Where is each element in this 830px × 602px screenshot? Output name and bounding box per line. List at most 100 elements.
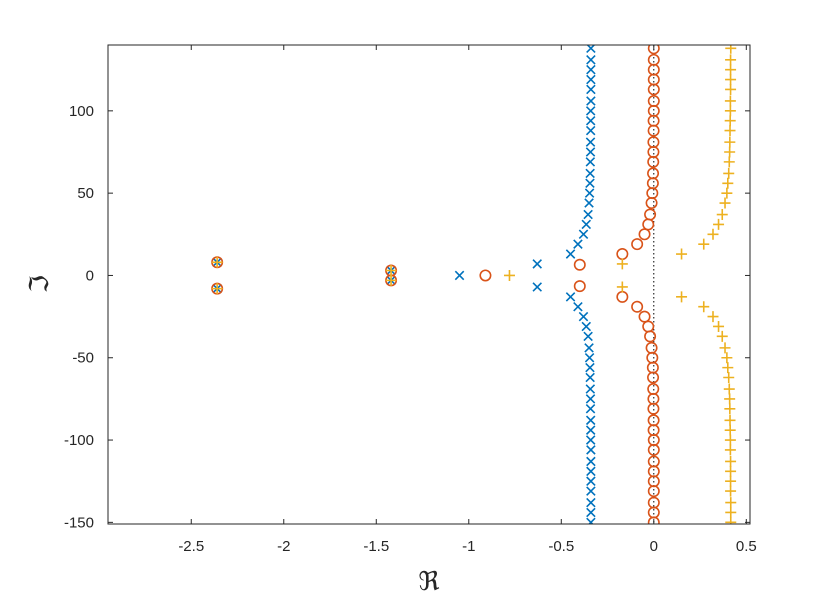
plus-marker-point [725, 54, 737, 66]
plus-marker-point [616, 281, 628, 293]
plus-marker-point [725, 516, 737, 524]
x-marker-point [565, 292, 576, 302]
x-marker-point [586, 96, 596, 106]
x-axis-label: ℜ [418, 567, 439, 597]
x-tick-label: -0.5 [548, 538, 574, 555]
plus-marker-point [725, 497, 737, 509]
x-tick-label: 0 [650, 538, 658, 555]
circle-marker-point [631, 300, 644, 313]
plus-marker-point [725, 83, 737, 95]
plus-marker-point [723, 383, 735, 395]
plus-marker-point [725, 485, 737, 497]
plus-marker-point [719, 197, 731, 209]
plus-marker-point [724, 434, 736, 446]
circle-marker-point [647, 167, 660, 180]
x-marker-point [586, 497, 596, 508]
plus-marker-point [725, 64, 737, 76]
plus-marker-point [724, 424, 736, 436]
plus-marker-point [385, 274, 397, 286]
circle-marker-point [573, 258, 586, 271]
plus-marker-point [719, 342, 731, 354]
data-marks-layer [211, 45, 737, 524]
x-tick-label: -1.5 [363, 538, 389, 555]
x-marker-point [586, 507, 596, 518]
circle-marker-point [479, 269, 492, 282]
plus-marker-point [385, 265, 397, 277]
plus-marker-point [724, 146, 736, 158]
x-marker-point [585, 115, 596, 126]
circle-marker-point [647, 45, 660, 55]
x-tick-label: -2.5 [178, 538, 204, 555]
plus-marker-point [725, 74, 737, 86]
x-marker-point [578, 311, 589, 322]
plus-marker-point [725, 45, 737, 54]
x-marker-point [532, 282, 542, 292]
plus-marker-point [724, 414, 736, 426]
x-marker-point [584, 198, 594, 208]
plot-area [108, 45, 750, 524]
y-tick-label: 100 [69, 103, 94, 120]
plus-marker-point [722, 177, 734, 189]
plus-marker-point [676, 248, 688, 260]
plus-marker-point [724, 393, 736, 405]
x-marker-point [454, 270, 465, 281]
plus-marker-point [211, 283, 223, 295]
x-marker-point [585, 435, 596, 445]
plus-marker-point [724, 95, 736, 107]
x-marker-point [585, 178, 595, 189]
plus-marker-point [698, 301, 710, 313]
x-marker-point [585, 415, 596, 426]
x-marker-point [586, 64, 596, 75]
plus-marker-point [721, 352, 733, 364]
x-tick-label: -1 [462, 538, 475, 555]
circle-marker-point [647, 485, 660, 498]
plus-marker-point [725, 465, 737, 477]
circle-marker-point [644, 330, 657, 343]
x-marker-point [585, 372, 595, 383]
x-axis-ticks: -2.5 -2 -1.5 -1 -0.5 0 0.5 [178, 45, 757, 555]
plot-frame [107, 44, 751, 525]
x-marker-point [585, 394, 596, 404]
series-2 [211, 45, 737, 524]
plus-marker-point [707, 228, 719, 240]
x-tick-label: -2 [277, 538, 290, 555]
plus-marker-point [713, 218, 725, 230]
y-tick-label: -100 [64, 432, 94, 449]
x-marker-point [586, 476, 596, 486]
plus-marker-point [698, 238, 710, 250]
x-marker-point [581, 321, 592, 332]
x-marker-point [585, 168, 595, 179]
x-marker-point [584, 343, 594, 353]
plus-marker-point [716, 209, 728, 221]
plus-marker-point [724, 125, 736, 137]
plus-marker-point [724, 136, 736, 148]
plus-marker-point [724, 444, 736, 456]
y-tick-label: -50 [72, 350, 94, 367]
x-marker-point [585, 404, 596, 414]
circle-marker-point [647, 94, 660, 107]
x-marker-point [586, 74, 596, 85]
circle-marker-point [573, 280, 586, 293]
x-marker-point [586, 466, 596, 477]
x-marker-point [585, 125, 596, 136]
circle-marker-point [647, 516, 660, 524]
x-marker-point [585, 147, 596, 157]
circle-marker-point [647, 402, 660, 415]
plus-marker-point [716, 330, 728, 342]
y-axis-ticks: 100 50 0 -50 -100 -150 [64, 103, 750, 531]
y-tick-label: 50 [77, 185, 94, 202]
x-marker-point [586, 445, 596, 455]
x-marker-point [583, 331, 593, 342]
plus-marker-point [723, 156, 735, 168]
plus-marker-point [722, 362, 734, 374]
plus-marker-point [211, 256, 223, 268]
x-marker-point [581, 219, 592, 230]
circle-marker-point [631, 238, 644, 251]
x-marker-point [584, 352, 595, 363]
y-tick-label: -150 [64, 514, 94, 531]
x-marker-point [585, 425, 596, 435]
series-1 [211, 45, 660, 524]
circle-marker-point [644, 208, 657, 221]
x-marker-point [586, 456, 596, 467]
